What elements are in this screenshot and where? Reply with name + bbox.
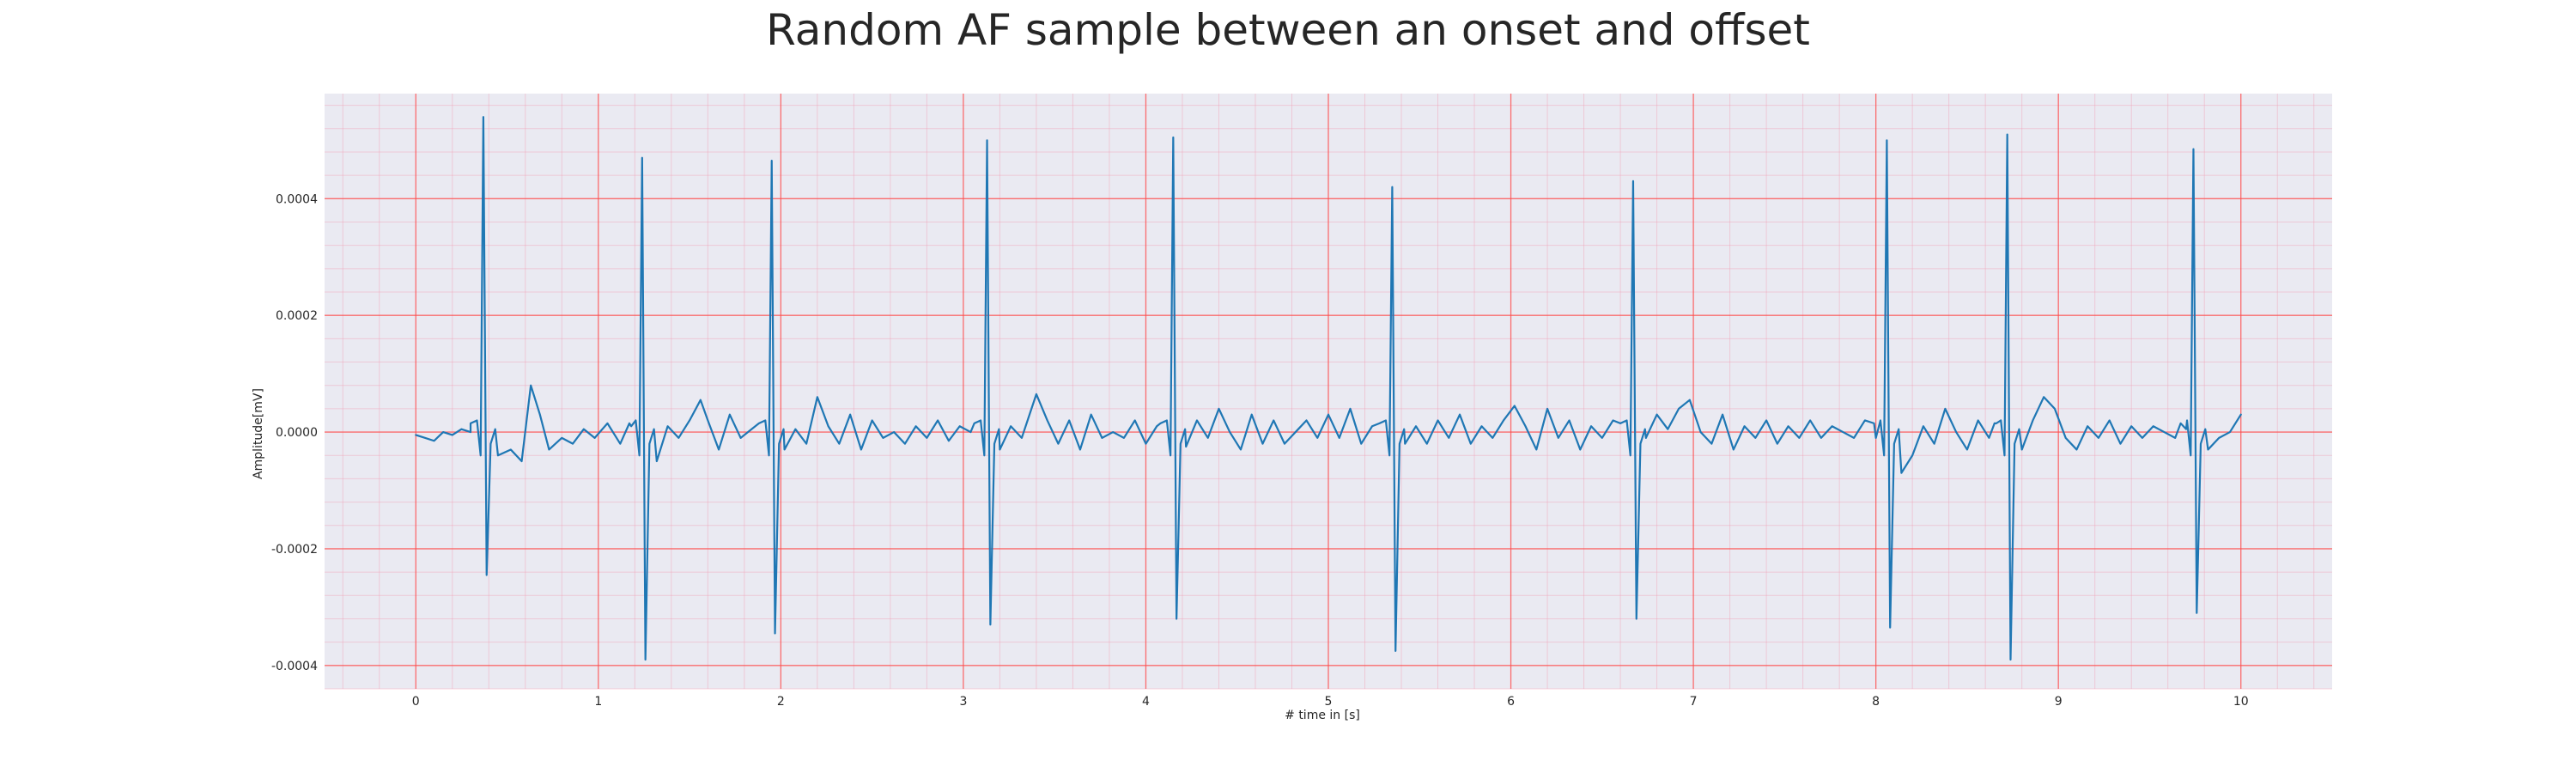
x-axis-label: # time in [s] xyxy=(1285,709,1360,722)
x-tick-label: 7 xyxy=(1690,695,1698,709)
y-axis-ticks: -0.0004 -0.0002 0.0000 0.0002 0.0004 xyxy=(271,192,318,673)
x-tick-label: 8 xyxy=(1872,695,1880,709)
x-tick-label: 0 xyxy=(412,695,420,709)
ecg-signal-line xyxy=(415,116,2242,661)
y-tick-label: 0.0000 xyxy=(276,426,318,440)
y-tick-label: 0.0004 xyxy=(276,192,318,206)
major-grid xyxy=(325,94,2332,689)
chart-title: Random AF sample between an onset and of… xyxy=(766,5,1810,55)
plot-area xyxy=(325,94,2332,690)
y-tick-label: -0.0002 xyxy=(271,543,318,557)
x-tick-label: 1 xyxy=(594,695,602,709)
x-tick-label: 2 xyxy=(777,695,785,709)
x-tick-label: 5 xyxy=(1325,695,1333,709)
x-tick-label: 10 xyxy=(2233,695,2249,709)
x-tick-label: 9 xyxy=(2055,695,2063,709)
x-axis-ticks: 0 1 2 3 4 5 6 7 8 9 10 xyxy=(412,695,2249,709)
x-tick-label: 3 xyxy=(959,695,967,709)
x-tick-label: 6 xyxy=(1507,695,1515,709)
x-tick-label: 4 xyxy=(1142,695,1150,709)
y-tick-label: -0.0004 xyxy=(271,660,318,673)
y-axis-label: Amplitude[mV] xyxy=(252,388,265,479)
y-tick-label: 0.0002 xyxy=(276,309,318,323)
